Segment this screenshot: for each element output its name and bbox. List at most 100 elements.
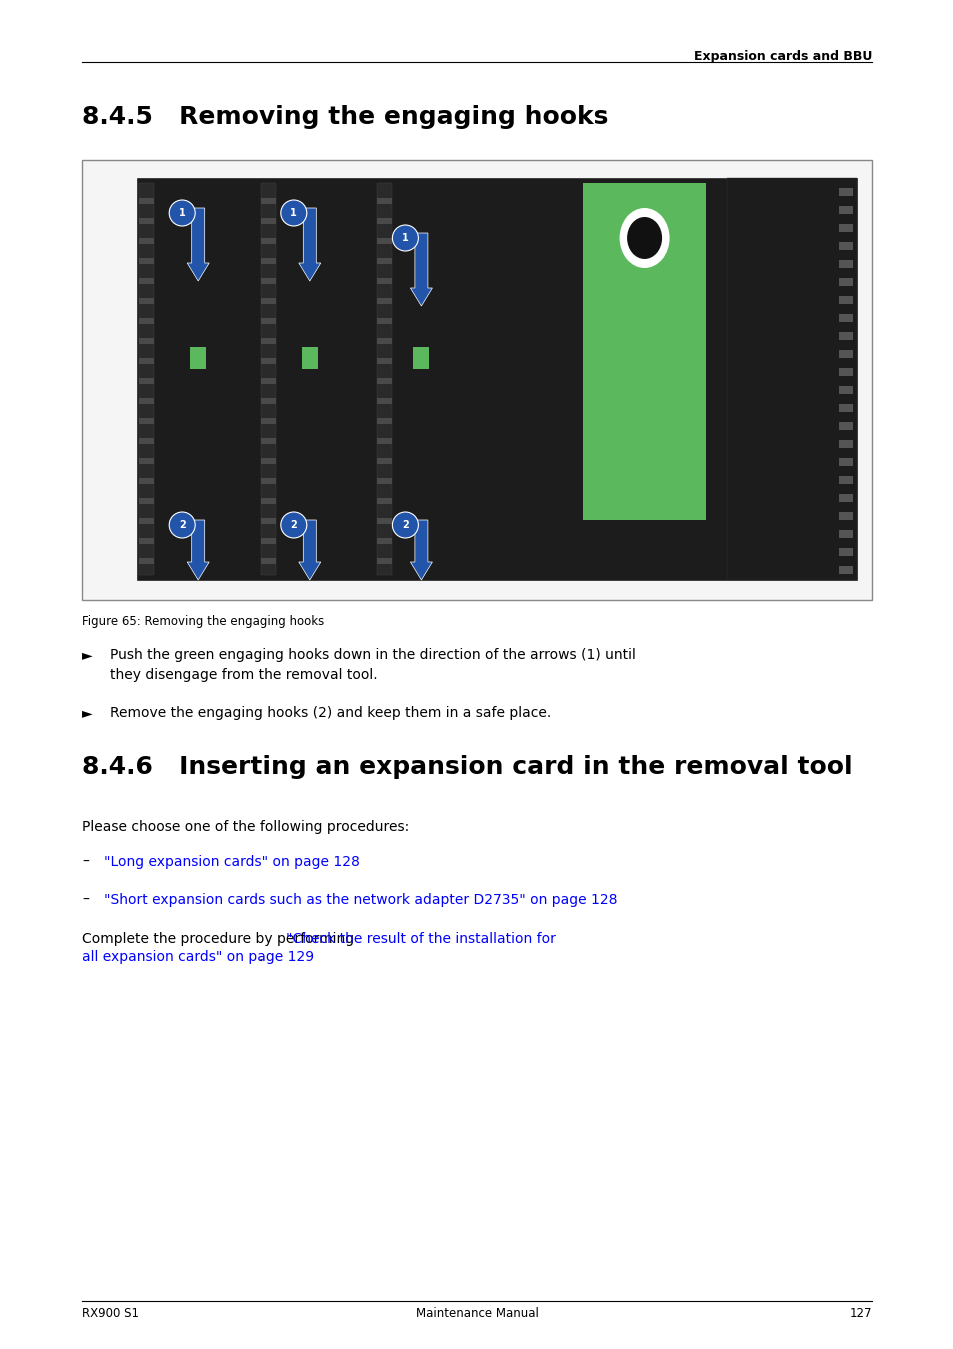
Bar	[376, 237, 391, 244]
Bar	[261, 398, 276, 403]
Bar	[261, 538, 276, 544]
Text: 2: 2	[178, 519, 186, 530]
Bar	[838, 295, 852, 304]
Text: Please choose one of the following procedures:: Please choose one of the following proce…	[82, 820, 409, 834]
Text: "Short expansion cards such as the network adapter D2735" on page 128: "Short expansion cards such as the netwo…	[104, 893, 617, 907]
Text: 1: 1	[178, 208, 186, 219]
Bar	[261, 318, 276, 324]
Bar	[139, 183, 153, 575]
Bar	[376, 498, 391, 505]
Circle shape	[169, 200, 195, 227]
Circle shape	[280, 513, 307, 538]
Bar	[139, 219, 153, 224]
Bar	[82, 161, 871, 600]
Bar	[376, 298, 391, 304]
Bar	[261, 339, 276, 344]
Circle shape	[392, 513, 418, 538]
Bar	[376, 459, 391, 464]
Text: 8.4.6   Inserting an expansion card in the removal tool: 8.4.6 Inserting an expansion card in the…	[82, 755, 852, 778]
Bar	[838, 494, 852, 502]
Bar	[376, 478, 391, 484]
Bar	[139, 418, 153, 424]
Bar	[261, 558, 276, 564]
Bar	[139, 538, 153, 544]
Bar	[838, 349, 852, 357]
Bar	[838, 278, 852, 286]
Bar	[261, 518, 276, 523]
Bar	[376, 258, 391, 264]
Text: 127: 127	[848, 1307, 871, 1321]
Bar	[301, 347, 317, 368]
Text: ►: ►	[82, 706, 92, 720]
Text: 2: 2	[290, 519, 297, 530]
Text: –: –	[82, 855, 89, 869]
Bar	[261, 237, 276, 244]
Text: 1: 1	[401, 233, 408, 243]
Bar	[261, 459, 276, 464]
Text: RX900 S1: RX900 S1	[82, 1307, 139, 1321]
Bar	[139, 357, 153, 364]
Bar	[376, 183, 391, 575]
Bar	[261, 438, 276, 444]
Bar	[261, 198, 276, 204]
Bar	[139, 498, 153, 505]
Bar	[139, 258, 153, 264]
Bar	[261, 418, 276, 424]
Bar	[838, 332, 852, 340]
Bar	[838, 476, 852, 484]
Text: Complete the procedure by performing: Complete the procedure by performing	[82, 932, 358, 946]
Bar	[261, 357, 276, 364]
Text: Figure 65: Removing the engaging hooks: Figure 65: Removing the engaging hooks	[82, 615, 324, 629]
Bar	[376, 438, 391, 444]
Text: 8.4.5   Removing the engaging hooks: 8.4.5 Removing the engaging hooks	[82, 105, 608, 130]
Text: Remove the engaging hooks (2) and keep them in a safe place.: Remove the engaging hooks (2) and keep t…	[110, 706, 551, 720]
Text: .: .	[258, 950, 263, 965]
Bar	[838, 440, 852, 448]
Bar	[838, 224, 852, 232]
Bar	[376, 339, 391, 344]
Bar	[376, 198, 391, 204]
FancyArrow shape	[187, 519, 209, 580]
Bar	[838, 386, 852, 394]
Bar	[261, 378, 276, 384]
Bar	[838, 513, 852, 519]
Bar	[838, 241, 852, 250]
FancyArrow shape	[298, 208, 320, 281]
Bar	[137, 178, 856, 580]
Bar	[139, 438, 153, 444]
Bar	[261, 278, 276, 285]
Text: "Long expansion cards" on page 128: "Long expansion cards" on page 128	[104, 855, 359, 869]
Bar	[139, 478, 153, 484]
Bar	[139, 318, 153, 324]
Bar	[139, 278, 153, 285]
Text: Maintenance Manual: Maintenance Manual	[416, 1307, 537, 1321]
Text: Expansion cards and BBU: Expansion cards and BBU	[693, 50, 871, 63]
Bar	[139, 518, 153, 523]
Bar	[376, 378, 391, 384]
Text: all expansion cards" on page 129: all expansion cards" on page 129	[82, 950, 314, 965]
Circle shape	[169, 513, 195, 538]
Bar	[139, 459, 153, 464]
Ellipse shape	[626, 217, 661, 259]
Bar	[190, 347, 206, 368]
Bar	[261, 219, 276, 224]
Bar	[838, 260, 852, 268]
Bar	[261, 183, 276, 575]
Bar	[838, 188, 852, 196]
Bar	[838, 368, 852, 376]
Bar	[376, 398, 391, 403]
Bar	[376, 418, 391, 424]
Text: 2: 2	[401, 519, 408, 530]
FancyArrow shape	[410, 519, 432, 580]
Bar	[261, 298, 276, 304]
Bar	[838, 403, 852, 411]
Bar	[726, 178, 856, 580]
Bar	[139, 198, 153, 204]
Bar	[139, 237, 153, 244]
Bar	[838, 459, 852, 465]
Bar	[838, 206, 852, 214]
FancyArrow shape	[187, 208, 209, 281]
Circle shape	[280, 200, 307, 227]
Bar	[413, 347, 429, 368]
Bar	[261, 498, 276, 505]
